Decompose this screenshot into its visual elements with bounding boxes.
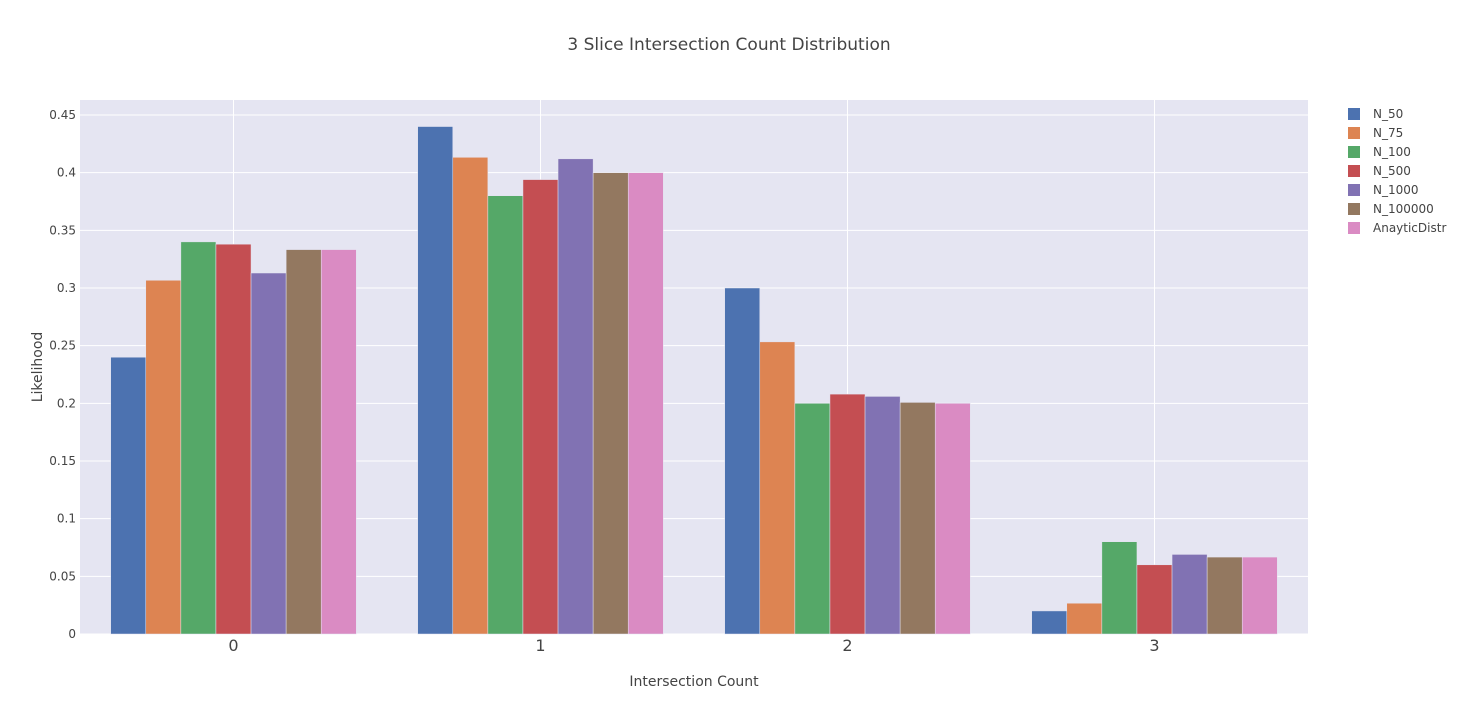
bar-N_500-3[interactable] (1136, 564, 1173, 635)
bar-N_100-1[interactable] (487, 195, 524, 635)
y-tick-label: 0.35 (49, 223, 76, 237)
legend-swatch (1348, 184, 1360, 196)
y-tick-label: 0.15 (49, 454, 76, 468)
bar-N_100000-1[interactable] (592, 172, 629, 635)
bar-AnayticDistr-0[interactable] (320, 249, 357, 635)
legend-label: N_1000 (1373, 183, 1419, 197)
x-tick-label: 3 (1149, 636, 1159, 655)
legend-swatch (1348, 203, 1360, 215)
legend-swatch (1348, 165, 1360, 177)
bar-N_1000-0[interactable] (250, 272, 287, 635)
bar-N_100-3[interactable] (1101, 541, 1138, 635)
bar-AnayticDistr-2[interactable] (934, 403, 971, 635)
bar-N_1000-3[interactable] (1171, 554, 1208, 635)
y-tick-label: 0.3 (57, 281, 76, 295)
legend-item-N_50[interactable]: N_50 (1348, 107, 1403, 121)
bar-N_50-1[interactable] (417, 126, 454, 635)
bar-N_50-2[interactable] (724, 287, 761, 635)
x-tick-label: 2 (842, 636, 852, 655)
y-tick-label: 0.45 (49, 108, 76, 122)
chart-title: 3 Slice Intersection Count Distribution (567, 35, 890, 55)
x-tick-label: 1 (535, 636, 545, 655)
legend-item-N_100[interactable]: N_100 (1348, 145, 1411, 159)
legend[interactable]: N_50 N_75 N_100 N_500 N_1000 N_100000 AnayticD… (1348, 107, 1446, 235)
bar-N_1000-2[interactable] (864, 396, 901, 635)
y-tick-label: 0.25 (49, 339, 76, 353)
y-tick-label: 0 (68, 627, 76, 641)
y-tick-label: 0.1 (57, 512, 76, 526)
bar-N_50-3[interactable] (1031, 610, 1068, 635)
bar-N_100-0[interactable] (180, 241, 217, 635)
bar-N_50-0[interactable] (110, 356, 147, 635)
y-tick-label: 0.05 (49, 569, 76, 583)
bar-N_75-3[interactable] (1066, 602, 1103, 635)
y-axis-title: Likelihood (30, 332, 46, 403)
x-tick-label: 0 (228, 636, 238, 655)
bar-N_75-1[interactable] (452, 157, 489, 635)
legend-label: N_100 (1373, 145, 1411, 159)
legend-label: N_75 (1373, 126, 1403, 140)
legend-item-N_500[interactable]: N_500 (1348, 164, 1411, 178)
bar-N_100000-3[interactable] (1206, 556, 1243, 635)
legend-item-AnayticDistr[interactable]: AnayticDistr (1348, 221, 1446, 235)
legend-item-N_100000[interactable]: N_100000 (1348, 202, 1434, 216)
legend-swatch (1348, 146, 1360, 158)
y-axis-ticks: 0 0.05 0.1 0.15 0.2 0.25 0.3 0.35 0.4 0.45 (49, 108, 76, 641)
legend-label: N_50 (1373, 107, 1403, 121)
bar-N_500-1[interactable] (522, 179, 559, 635)
legend-label: N_500 (1373, 164, 1411, 178)
legend-item-N_1000[interactable]: N_1000 (1348, 183, 1419, 197)
bar-N_75-0[interactable] (145, 280, 182, 635)
y-tick-label: 0.2 (57, 396, 76, 410)
legend-swatch (1348, 127, 1360, 139)
bars (110, 126, 1278, 635)
bar-AnayticDistr-1[interactable] (627, 172, 664, 635)
legend-swatch (1348, 108, 1360, 120)
bar-N_500-2[interactable] (829, 393, 866, 635)
legend-label: N_100000 (1373, 202, 1434, 216)
legend-swatch (1348, 222, 1360, 234)
bar-N_100-2[interactable] (794, 403, 831, 635)
bar-AnayticDistr-3[interactable] (1241, 556, 1278, 635)
bar-N_100000-0[interactable] (285, 249, 322, 635)
bar-N_1000-1[interactable] (557, 158, 594, 635)
bar-N_75-2[interactable] (759, 341, 796, 635)
x-axis-title: Intersection Count (629, 674, 759, 690)
bar-N_500-0[interactable] (215, 243, 252, 635)
legend-label: AnayticDistr (1373, 221, 1446, 235)
legend-item-N_75[interactable]: N_75 (1348, 126, 1403, 140)
x-axis-ticks: 0 1 2 3 (228, 636, 1159, 655)
bar-N_100000-2[interactable] (899, 402, 936, 635)
y-tick-label: 0.4 (57, 166, 76, 180)
